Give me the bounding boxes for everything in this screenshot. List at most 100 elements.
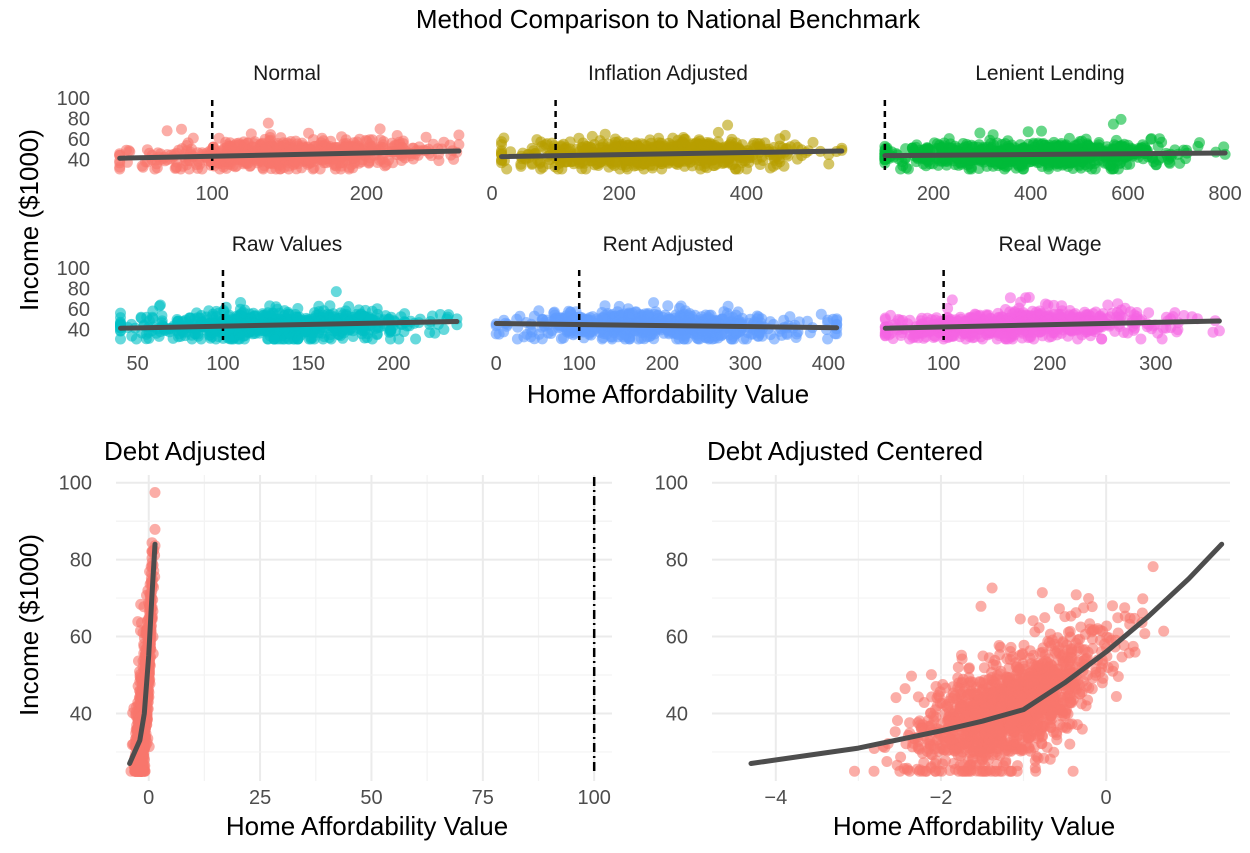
data-point [1194, 137, 1205, 149]
data-point [518, 331, 530, 343]
data-point [444, 139, 456, 151]
data-point [1107, 163, 1119, 175]
data-point [260, 142, 272, 154]
data-point [807, 136, 819, 148]
data-point [114, 163, 126, 175]
data-point [247, 141, 258, 153]
data-point [1004, 292, 1016, 304]
x-tick-label: 400 [730, 183, 763, 205]
data-point [900, 162, 912, 174]
data-point [336, 131, 348, 143]
data-point [722, 300, 734, 312]
data-point [330, 286, 342, 298]
points-lenient-lending [879, 113, 1231, 175]
facets-y-axis-label: Income ($1000) [14, 129, 44, 311]
data-point [136, 160, 148, 172]
data-point [338, 327, 350, 339]
x-tick-label: 100 [206, 353, 239, 375]
data-point [154, 299, 166, 311]
data-point [371, 157, 383, 168]
data-point [1060, 139, 1072, 151]
data-point [943, 133, 955, 145]
chart-title: Method Comparison to National Benchmark [416, 4, 921, 34]
x-tick-label: 0 [491, 353, 502, 375]
data-point [1023, 291, 1035, 303]
points-normal [114, 117, 465, 175]
data-point [195, 333, 207, 345]
data-point [610, 156, 622, 168]
data-point [609, 310, 621, 322]
data-point [678, 133, 690, 145]
data-point [985, 313, 997, 325]
data-point [946, 294, 958, 306]
data-point [149, 487, 161, 498]
data-point [374, 123, 386, 135]
data-point [283, 160, 295, 172]
y-tick-label: 80 [68, 109, 90, 131]
data-point [712, 136, 724, 148]
data-point [695, 163, 707, 175]
data-point [624, 309, 635, 321]
data-point [712, 126, 724, 138]
data-point [526, 158, 538, 170]
data-point [697, 154, 708, 165]
data-point [688, 154, 700, 166]
data-point [282, 306, 294, 318]
data-point [1056, 300, 1068, 312]
panel-title: Inflation Adjusted [588, 62, 748, 85]
x-tick-label: 200 [1033, 353, 1066, 375]
data-point [115, 307, 126, 319]
x-tick-label: 200 [377, 353, 410, 375]
data-point [256, 156, 268, 168]
data-point [1115, 113, 1127, 125]
data-point [453, 139, 465, 151]
data-point [343, 301, 355, 312]
data-point [738, 154, 750, 166]
data-point [717, 313, 729, 325]
data-point [698, 140, 710, 152]
data-point [387, 157, 399, 169]
x-tick-label: 50 [126, 353, 148, 375]
data-point [1152, 141, 1164, 153]
y-tick-label: 40 [68, 150, 90, 172]
data-point [176, 123, 187, 135]
data-point [367, 141, 379, 152]
data-point [1135, 333, 1147, 345]
data-point [1086, 163, 1098, 175]
data-point [528, 145, 540, 157]
points-real-wage [879, 291, 1225, 345]
data-point [535, 163, 547, 175]
x-tick-label: 300 [1139, 353, 1172, 375]
data-point [773, 153, 785, 165]
data-point [234, 309, 245, 321]
data-point [194, 158, 206, 170]
x-tick-label: 200 [917, 183, 950, 205]
data-point [779, 129, 791, 141]
facets-x-axis-label: Home Affordability Value [527, 379, 809, 409]
data-point [187, 132, 199, 144]
panel-title: Lenient Lending [975, 62, 1124, 85]
data-point [237, 330, 249, 342]
data-point [1102, 299, 1114, 311]
data-point [355, 308, 367, 320]
y-tick-label: 40 [68, 320, 90, 342]
data-point [161, 125, 173, 137]
x-tick-label: 200 [350, 183, 383, 205]
data-point [784, 311, 796, 323]
panel-title: Real Wage [998, 233, 1101, 256]
data-point [361, 332, 373, 344]
data-point [453, 129, 465, 141]
data-point [493, 328, 505, 340]
trend-line [117, 148, 462, 161]
y-tick-label: 60 [68, 129, 90, 151]
y-tick-label: 60 [68, 299, 90, 321]
data-point [648, 297, 660, 309]
y-tick-label: 100 [57, 88, 90, 110]
panel-title: Normal [253, 62, 321, 85]
data-point [900, 143, 912, 155]
